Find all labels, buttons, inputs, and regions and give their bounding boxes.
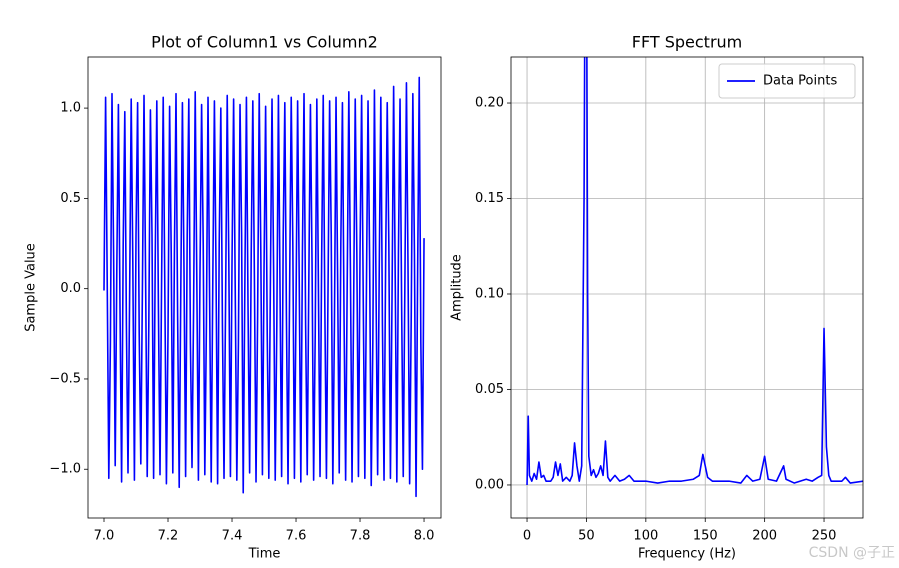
x-tick-label: 150 [693,529,718,544]
x-axis-label: Frequency (Hz) [638,547,736,562]
x-tick-label: 50 [578,529,595,544]
x-tick-label: 7.2 [158,529,179,544]
axes-frame [510,56,864,519]
x-tick-label: 7.8 [350,529,371,544]
y-axis-label: Sample Value [24,243,39,332]
y-tick-label: −1.0 [49,462,81,477]
x-tick-label: 8.0 [414,529,435,544]
y-tick-label: −0.5 [49,371,81,386]
watermark: CSDN @子正 [809,545,895,561]
x-tick-label: 100 [633,529,658,544]
x-tick-label: 0 [523,529,531,544]
x-tick-label: 250 [812,529,837,544]
axes-frame [87,56,442,519]
y-tick-label: 0.15 [475,191,504,206]
x-axis-label: Time [248,547,281,562]
chart-title: FFT Spectrum [632,33,743,52]
x-tick-label: 200 [752,529,777,544]
y-tick-label: 0.0 [60,281,81,296]
y-tick-label: 0.05 [475,382,504,397]
x-tick-label: 7.6 [286,529,307,544]
legend-label: Data Points [763,74,837,89]
data-line [526,57,863,485]
x-tick-label: 7.0 [94,529,115,544]
y-axis-label: Amplitude [450,254,465,321]
y-tick-label: 0.00 [475,477,504,492]
data-line [103,76,425,498]
y-tick-label: 1.0 [60,101,81,116]
y-tick-label: 0.20 [475,96,504,111]
chart-title: Plot of Column1 vs Column2 [151,33,378,52]
y-tick-label: 0.5 [60,191,81,206]
y-tick-label: 0.10 [475,286,504,301]
x-tick-label: 7.4 [222,529,243,544]
legend-box [718,63,856,99]
